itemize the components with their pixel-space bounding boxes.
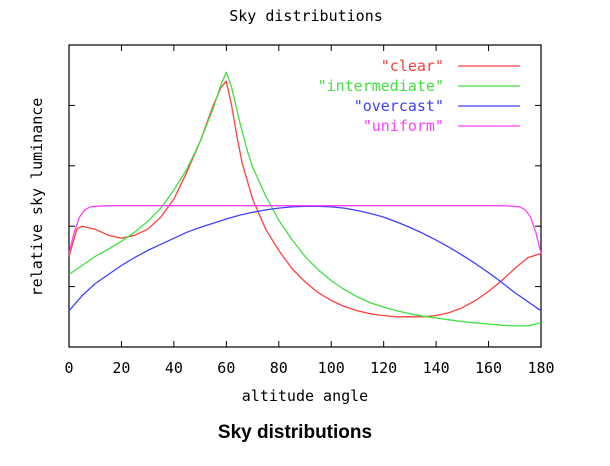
series-line-2 xyxy=(68,205,542,312)
x-tick-label: 160 xyxy=(475,359,502,377)
chart-svg: Sky distributions 0 20 40 60 80 100 120 140 160 1… xyxy=(28,7,555,405)
series-line-0 xyxy=(68,80,542,318)
figure-caption: Sky distributions xyxy=(217,422,373,443)
x-tick-label: 180 xyxy=(527,359,554,377)
legend: "clear" "intermediate" "overcast" "uniform" xyxy=(318,57,520,135)
x-tick-label: 20 xyxy=(112,359,130,377)
series-lines xyxy=(68,71,542,327)
x-axis-label: altitude angle xyxy=(242,387,368,405)
series-line-3 xyxy=(68,205,542,254)
x-tick-label: 100 xyxy=(318,359,345,377)
x-tick-label: 120 xyxy=(370,359,397,377)
x-tick-label: 60 xyxy=(217,359,235,377)
legend-label-1: "intermediate" xyxy=(318,77,444,95)
x-tick-labels: 0 20 40 60 80 100 120 140 160 180 xyxy=(64,359,554,377)
plot-frame xyxy=(68,44,542,348)
x-tick-label: 80 xyxy=(270,359,288,377)
legend-label-0: "clear" xyxy=(381,57,444,75)
legend-label-2: "overcast" xyxy=(354,97,444,115)
x-tick-label: 140 xyxy=(423,359,450,377)
x-tick-label: 0 xyxy=(64,359,73,377)
legend-label-3: "uniform" xyxy=(363,117,444,135)
axis-ticks xyxy=(68,45,542,347)
x-tick-label: 40 xyxy=(165,359,183,377)
chart-title: Sky distributions xyxy=(229,7,383,25)
series-line-1 xyxy=(68,71,542,327)
y-axis-label: relative sky luminance xyxy=(28,98,46,297)
